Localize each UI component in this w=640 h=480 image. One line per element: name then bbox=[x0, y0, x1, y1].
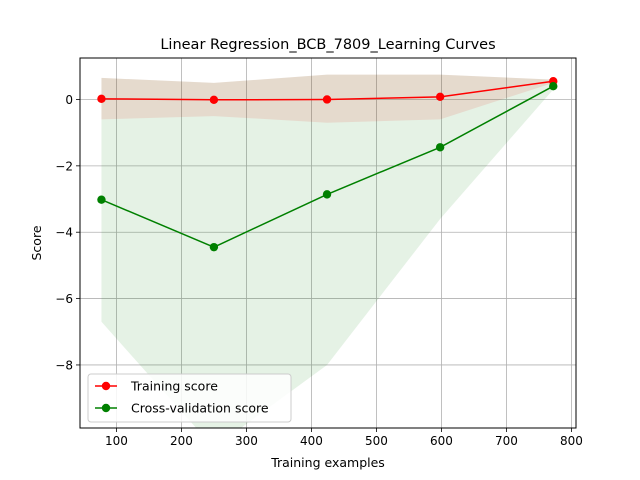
x-tick-label: 500 bbox=[365, 434, 388, 448]
x-tick-label: 400 bbox=[300, 434, 323, 448]
y-tick-label: −4 bbox=[55, 226, 73, 240]
legend-label-training: Training score bbox=[130, 379, 218, 394]
x-tick-label: 300 bbox=[235, 434, 258, 448]
x-tick-label: 800 bbox=[560, 434, 583, 448]
y-tick-label: 0 bbox=[65, 93, 73, 107]
y-tick-label: −6 bbox=[55, 292, 73, 306]
legend-marker-training bbox=[101, 381, 111, 391]
legend-box bbox=[87, 373, 292, 423]
legend-marker-cross-validation bbox=[101, 403, 111, 413]
y-axis-ticks: 0 −2 −4 −6 −8 bbox=[55, 93, 80, 372]
series-lines bbox=[97, 77, 558, 252]
training-score-point bbox=[97, 94, 106, 104]
cross-validation-score-band bbox=[101, 74, 554, 428]
cross-validation-score-point bbox=[435, 143, 445, 152]
cross-validation-score-point bbox=[549, 82, 558, 91]
chart-title: Linear Regression_BCB_7809_Learning Curv… bbox=[160, 37, 495, 53]
plot-area bbox=[80, 58, 576, 428]
x-axis-ticks: 100 200 300 400 500 600 700 800 bbox=[105, 428, 583, 448]
x-axis-label: Training examples bbox=[270, 455, 385, 470]
training-score-point bbox=[209, 95, 219, 105]
x-tick-label: 700 bbox=[495, 434, 518, 448]
training-score-point bbox=[322, 95, 332, 104]
legend: Training score Cross-validation score bbox=[87, 373, 292, 423]
training-score-point bbox=[435, 92, 445, 102]
y-tick-label: −8 bbox=[55, 358, 73, 372]
y-tick-label: −2 bbox=[55, 159, 73, 173]
cross-validation-score-point bbox=[322, 190, 332, 199]
x-tick-label: 100 bbox=[105, 434, 128, 448]
cross-validation-score-point bbox=[209, 242, 219, 252]
legend-label-cross-validation: Cross-validation score bbox=[131, 401, 269, 416]
grid-lines bbox=[80, 58, 576, 428]
cross-validation-score-point bbox=[97, 195, 106, 204]
x-tick-label: 600 bbox=[430, 434, 453, 448]
y-axis-label: Score bbox=[29, 225, 44, 260]
plot-frame bbox=[79, 57, 577, 429]
x-tick-label: 200 bbox=[170, 434, 193, 448]
